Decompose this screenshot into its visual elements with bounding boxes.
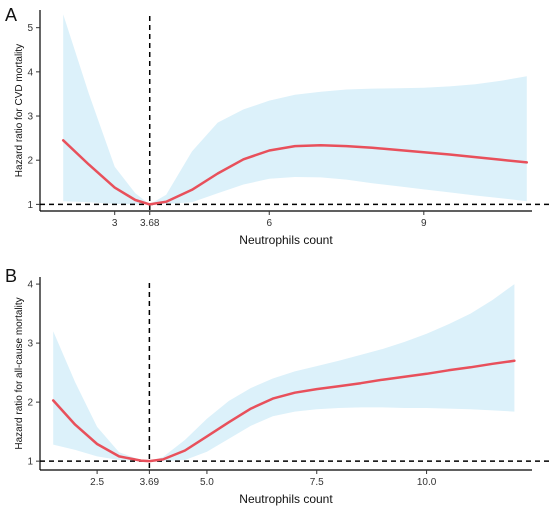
- x-tick-label-a: 6: [266, 218, 272, 229]
- hazard-curve-a: [61, 139, 529, 206]
- x-axis-title-b: Neutrophils count: [239, 492, 333, 506]
- y-tick-label-a: 3: [27, 112, 33, 123]
- x-tick-label-a: 3.68: [140, 218, 160, 229]
- y-tick-label-a: 1: [27, 200, 33, 211]
- confidence-band-a: [63, 14, 527, 205]
- x-tick-label-b: 3.69: [140, 477, 160, 488]
- y-axis-title-b: Hazard ratio for all-cause mortality: [14, 297, 25, 449]
- confidence-band-b: [53, 284, 515, 462]
- y-tick-label-b: 4: [27, 280, 33, 291]
- chart-panel-b: 1 2 3 4 2.5 3.69 5.0 7.5 10.0 Neutrophils count Ha…: [14, 277, 550, 506]
- x-tick-label-a: 3: [112, 218, 118, 229]
- panel-letter-a: A: [5, 5, 17, 25]
- hazard-curve-b: [51, 359, 516, 463]
- y-tick-label-b: 1: [27, 457, 33, 468]
- x-tick-label-a: 9: [421, 218, 427, 229]
- x-tick-label-b: 2.5: [90, 477, 104, 488]
- y-axis-title-a: Hazard ratio for CVD mortality: [14, 44, 25, 177]
- chart-panel-a: 1 2 3 4 5 3 3.68 6 9 Neutrophils count Hazard rati…: [14, 10, 550, 247]
- y-tick-label-a: 4: [27, 67, 33, 78]
- y-tick-label-a: 2: [27, 156, 33, 167]
- x-tick-label-b: 10.0: [417, 477, 437, 488]
- x-tick-label-b: 5.0: [200, 477, 214, 488]
- x-axis-title-a: Neutrophils count: [239, 233, 333, 247]
- y-tick-label-b: 2: [27, 398, 33, 409]
- y-tick-label-a: 5: [27, 23, 33, 34]
- y-tick-label-b: 3: [27, 339, 33, 350]
- panel-letter-b: B: [5, 266, 17, 286]
- x-tick-label-b: 7.5: [310, 477, 324, 488]
